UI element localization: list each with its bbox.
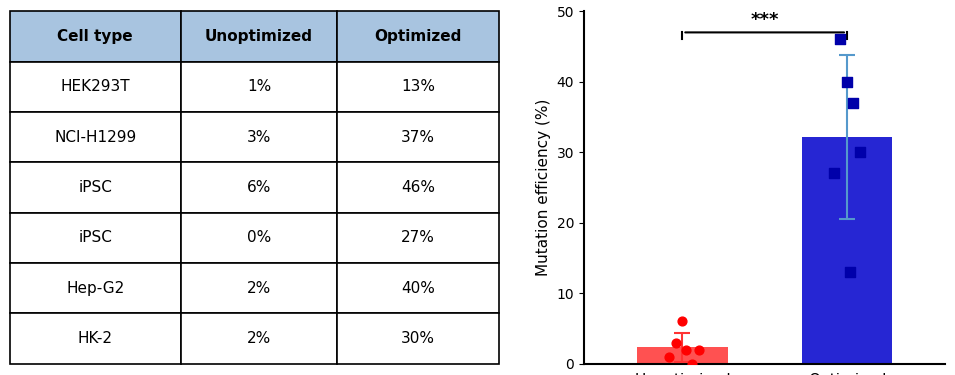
FancyBboxPatch shape	[337, 314, 499, 364]
FancyBboxPatch shape	[337, 162, 499, 213]
Text: HEK293T: HEK293T	[60, 79, 130, 94]
Bar	[637, 347, 728, 364]
FancyBboxPatch shape	[180, 62, 337, 112]
FancyBboxPatch shape	[10, 162, 180, 213]
Text: 2%: 2%	[247, 281, 271, 296]
FancyBboxPatch shape	[10, 62, 180, 112]
Point	[662, 354, 677, 360]
Text: Unoptimized: Unoptimized	[205, 29, 313, 44]
Point	[833, 36, 848, 42]
Bar	[801, 137, 892, 364]
Text: 13%: 13%	[401, 79, 435, 94]
Text: 27%: 27%	[401, 230, 435, 245]
Point	[691, 346, 707, 352]
Point	[846, 100, 861, 106]
Point	[826, 170, 841, 176]
Text: 0%: 0%	[247, 230, 271, 245]
Text: iPSC: iPSC	[78, 230, 112, 245]
FancyBboxPatch shape	[10, 263, 180, 314]
FancyBboxPatch shape	[10, 213, 180, 263]
FancyBboxPatch shape	[337, 213, 499, 263]
FancyBboxPatch shape	[337, 62, 499, 112]
FancyBboxPatch shape	[337, 112, 499, 162]
Text: iPSC: iPSC	[78, 180, 112, 195]
FancyBboxPatch shape	[337, 263, 499, 314]
Point	[839, 79, 855, 85]
Text: Cell type: Cell type	[57, 29, 133, 44]
FancyBboxPatch shape	[10, 314, 180, 364]
Text: 30%: 30%	[401, 331, 435, 346]
Y-axis label: Mutation efficiency (%): Mutation efficiency (%)	[536, 99, 551, 276]
Text: HK-2: HK-2	[77, 331, 113, 346]
Text: 46%: 46%	[401, 180, 435, 195]
Point	[842, 269, 858, 275]
FancyBboxPatch shape	[10, 112, 180, 162]
Text: 3%: 3%	[246, 130, 271, 145]
Text: 37%: 37%	[401, 130, 435, 145]
FancyBboxPatch shape	[180, 213, 337, 263]
FancyBboxPatch shape	[180, 162, 337, 213]
FancyBboxPatch shape	[180, 263, 337, 314]
Text: Hep-G2: Hep-G2	[66, 281, 124, 296]
Text: ***: ***	[751, 11, 779, 29]
Text: 6%: 6%	[246, 180, 271, 195]
Text: 2%: 2%	[247, 331, 271, 346]
FancyBboxPatch shape	[337, 11, 499, 62]
Point	[668, 340, 684, 346]
Point	[675, 318, 690, 324]
Point	[678, 346, 693, 352]
FancyBboxPatch shape	[180, 11, 337, 62]
Text: 1%: 1%	[247, 79, 271, 94]
Point	[685, 361, 700, 367]
FancyBboxPatch shape	[180, 314, 337, 364]
FancyBboxPatch shape	[180, 112, 337, 162]
Text: NCI-H1299: NCI-H1299	[54, 130, 137, 145]
FancyBboxPatch shape	[10, 11, 180, 62]
Text: Optimized: Optimized	[374, 29, 461, 44]
Point	[853, 149, 868, 155]
Text: 40%: 40%	[401, 281, 435, 296]
